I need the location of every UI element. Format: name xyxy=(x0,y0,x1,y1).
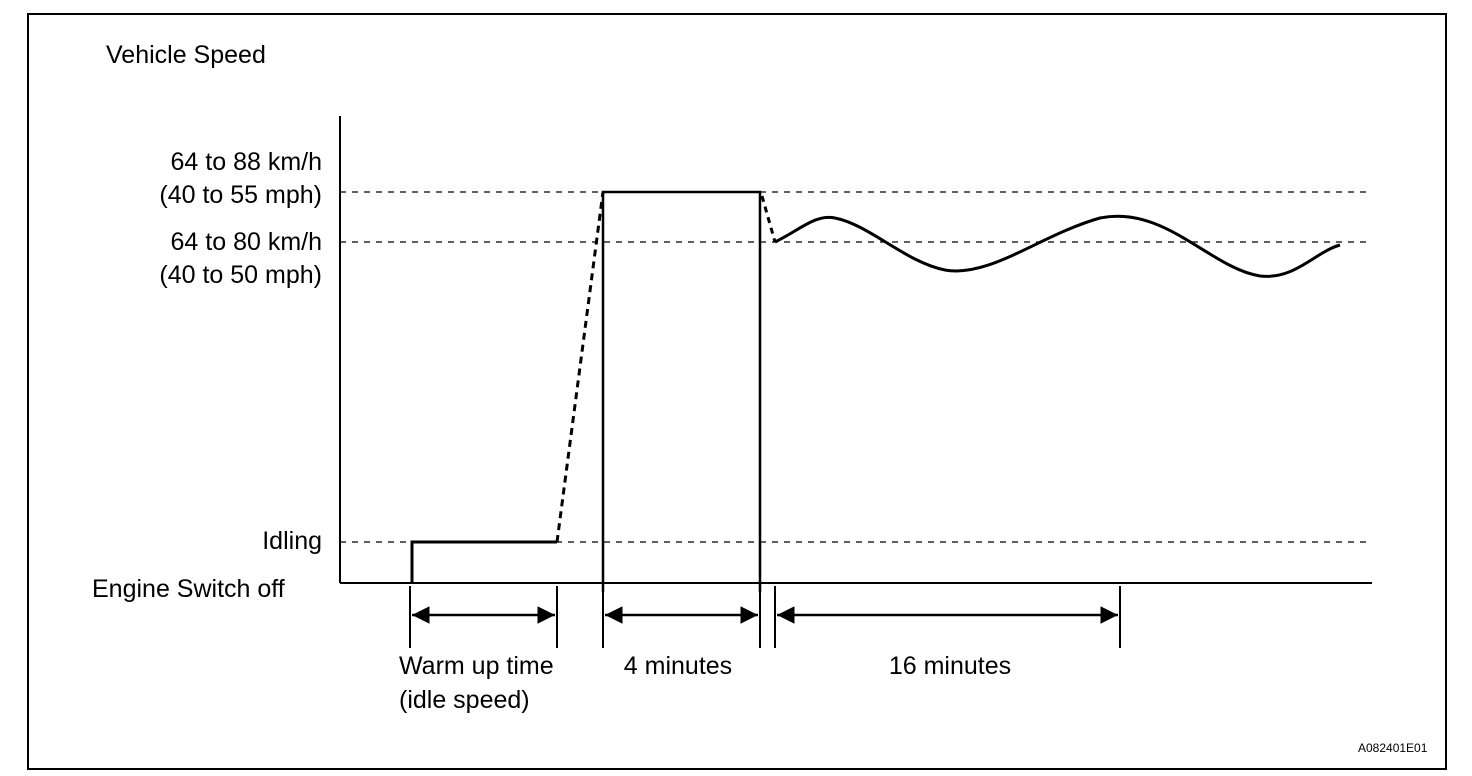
engine-off-label: Engine Switch off xyxy=(92,575,285,603)
warmup-label-line1: Warm up time xyxy=(399,652,554,680)
engine-start-step xyxy=(410,540,557,583)
acceleration-ramp xyxy=(555,191,605,543)
high-speed-label-line2: (40 to 55 mph) xyxy=(159,181,322,209)
diagram-frame xyxy=(27,13,1447,770)
mid-speed-label-line2: (40 to 50 mph) xyxy=(159,261,322,289)
mid-speed-label-line1: 64 to 80 km/h xyxy=(170,228,322,256)
high-speed-label-line1: 64 to 88 km/h xyxy=(170,148,322,176)
idle-label: Idling xyxy=(262,527,322,555)
warmup-label-line2: (idle speed) xyxy=(399,686,530,714)
figure-code: A082401E01 xyxy=(1358,741,1428,755)
diagram-title: Vehicle Speed xyxy=(106,41,266,69)
fluctuating-speed-wave xyxy=(774,214,1341,278)
sixteen-minutes-label: 16 minutes xyxy=(888,652,1012,680)
deceleration-ramp xyxy=(760,195,777,243)
four-minutes-label: 4 minutes xyxy=(623,652,733,680)
steady-high-speed-block xyxy=(601,190,762,592)
